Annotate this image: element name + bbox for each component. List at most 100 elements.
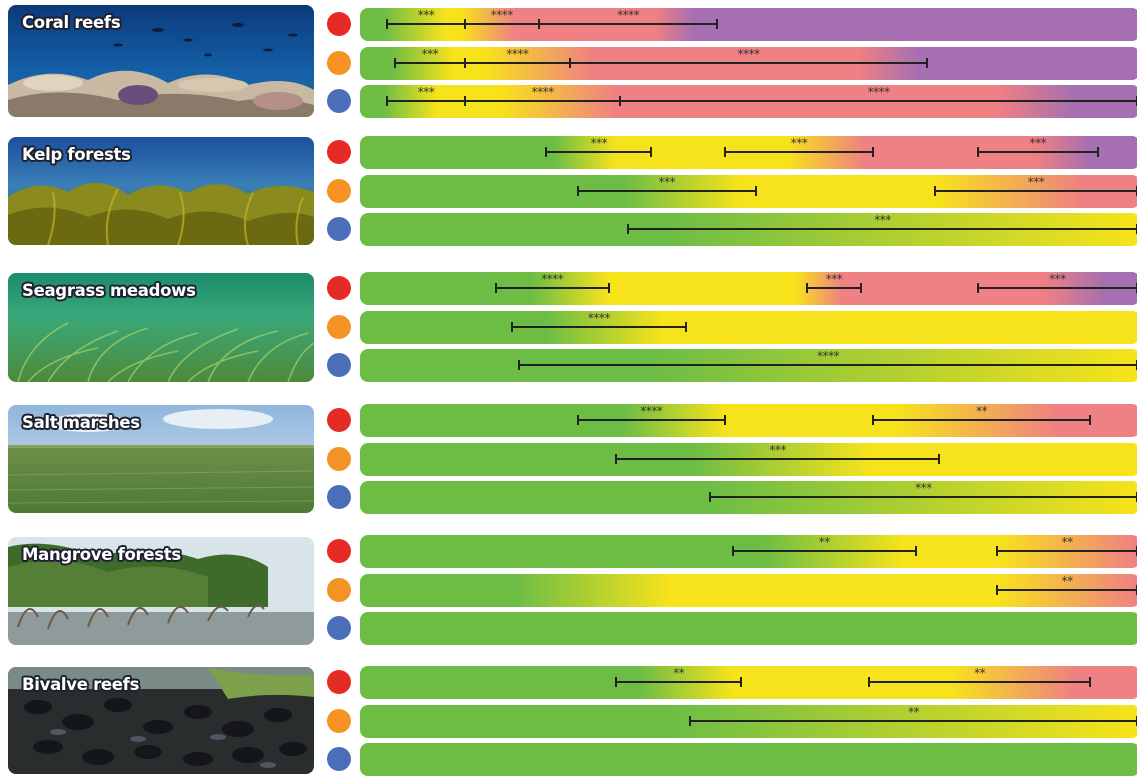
confidence-interval	[689, 716, 1137, 726]
significance-label: **	[673, 666, 685, 680]
confidence-interval	[494, 283, 610, 293]
significance-label: ***	[590, 136, 608, 150]
risk-gradient-bar: ***	[360, 443, 1137, 476]
risk-gradient-bar: *** **** ****	[360, 8, 1137, 41]
red-scenario-dot	[327, 539, 351, 563]
blue-scenario-dot	[327, 89, 351, 113]
confidence-interval	[386, 96, 466, 106]
bivalve-reef-photo	[8, 667, 314, 774]
salt-marshes-panel: Salt marshes	[8, 405, 314, 513]
confidence-interval	[545, 147, 653, 157]
ecosystem-label: Kelp forests	[22, 145, 131, 164]
significance-label: **	[818, 535, 831, 549]
seagrass-photo	[8, 273, 314, 382]
ecosystem-label: Mangrove forests	[22, 545, 181, 564]
risk-gradient-bar: ******	[360, 404, 1137, 437]
risk-gradient-bar: ***	[360, 481, 1137, 514]
blue-scenario-dot	[327, 217, 351, 241]
significance-label: ****	[506, 47, 529, 61]
confidence-interval	[731, 546, 917, 556]
red-scenario-dot	[327, 670, 351, 694]
orange-scenario-dot	[327, 315, 351, 339]
mangrove-photo	[8, 537, 314, 645]
significance-label: ***	[769, 443, 786, 457]
confidence-interval	[871, 415, 1091, 425]
significance-label: ***	[790, 136, 808, 150]
blue-scenario-dot	[327, 353, 351, 377]
risk-gradient-bar: *** ***	[360, 175, 1137, 208]
risk-gradient-bar: *** **** ****	[360, 85, 1137, 118]
confidence-interval	[463, 58, 571, 68]
risk-gradient-bar: **	[360, 574, 1137, 607]
coral-reefs-panel: Coral reefs	[8, 5, 314, 117]
risk-gradient-bar: **	[360, 705, 1137, 738]
significance-label: ***	[417, 85, 435, 99]
significance-label: ****	[587, 311, 611, 325]
red-scenario-dot	[327, 12, 351, 36]
kelp-forest-photo	[8, 137, 314, 245]
bivalve-reefs-panel: Bivalve reefs	[8, 667, 314, 774]
orange-scenario-dot	[327, 447, 351, 471]
confidence-interval	[996, 546, 1137, 556]
confidence-interval	[708, 492, 1137, 502]
confidence-interval	[615, 677, 743, 687]
risk-gradient-bar: ** **	[360, 535, 1137, 568]
coral-reef-photo	[8, 5, 314, 117]
significance-label: **	[1061, 574, 1074, 588]
confidence-interval	[510, 322, 688, 332]
significance-label: ***	[874, 213, 891, 227]
ecosystem-label: Seagrass meadows	[22, 281, 196, 300]
confidence-interval	[576, 186, 757, 196]
confidence-interval	[568, 58, 929, 68]
confidence-interval	[386, 19, 466, 29]
red-scenario-dot	[327, 140, 351, 164]
red-scenario-dot	[327, 408, 351, 432]
risk-gradient-bar: ****	[360, 311, 1137, 344]
blue-scenario-dot	[327, 616, 351, 640]
significance-label: ****	[640, 404, 663, 418]
significance-label: ****	[817, 349, 840, 363]
ecosystem-label: Bivalve reefs	[22, 675, 140, 694]
significance-label: ***	[1029, 136, 1047, 150]
significance-label: ***	[421, 47, 439, 61]
confidence-interval	[576, 415, 726, 425]
kelp-forests-panel: Kelp forests	[8, 137, 314, 245]
significance-label: ***	[417, 8, 435, 22]
risk-gradient-bar: ***	[360, 213, 1137, 246]
risk-gradient-bar	[360, 612, 1137, 645]
confidence-interval	[393, 58, 466, 68]
significance-label: ***	[1027, 175, 1045, 189]
significance-label: ****	[867, 85, 891, 99]
salt-marsh-photo	[8, 405, 314, 513]
significance-label: **	[1061, 535, 1074, 549]
orange-scenario-dot	[327, 51, 351, 75]
significance-label: **	[908, 705, 920, 719]
blue-scenario-dot	[327, 485, 351, 509]
confidence-interval	[615, 454, 941, 464]
confidence-interval	[805, 283, 863, 293]
confidence-interval	[537, 19, 719, 29]
red-scenario-dot	[327, 276, 351, 300]
significance-label: ****	[490, 8, 514, 22]
significance-label: ****	[737, 47, 761, 61]
risk-gradient-bar: ** **	[360, 666, 1137, 699]
orange-scenario-dot	[327, 179, 351, 203]
risk-gradient-bar: *** **** ****	[360, 47, 1137, 80]
confidence-interval	[518, 360, 1137, 370]
ecosystem-label: Coral reefs	[22, 13, 121, 32]
significance-label: ***	[1049, 272, 1066, 286]
significance-label: ***	[825, 272, 843, 286]
orange-scenario-dot	[327, 709, 351, 733]
blue-scenario-dot	[327, 747, 351, 771]
significance-label: ***	[915, 481, 932, 495]
seagrass-meadows-panel: Seagrass meadows	[8, 273, 314, 382]
risk-gradient-bar: **** *** ***	[360, 272, 1137, 305]
significance-label: ***	[658, 175, 676, 189]
confidence-interval	[996, 585, 1137, 595]
confidence-interval	[463, 19, 540, 29]
significance-label: **	[974, 666, 986, 680]
confidence-interval	[867, 677, 1092, 687]
significance-label: ****	[617, 8, 640, 22]
confidence-interval	[976, 283, 1137, 293]
risk-gradient-bar: *** *** ***	[360, 136, 1137, 169]
